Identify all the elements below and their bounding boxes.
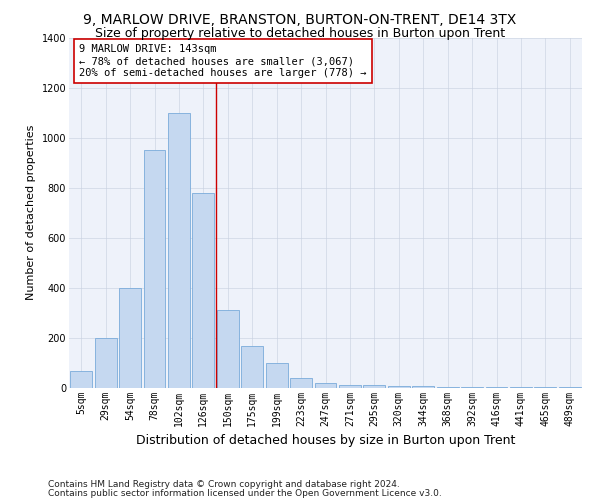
- Bar: [95, 338, 116, 388]
- Text: 9, MARLOW DRIVE, BRANSTON, BURTON-ON-TRENT, DE14 3TX: 9, MARLOW DRIVE, BRANSTON, BURTON-ON-TRE…: [83, 12, 517, 26]
- Bar: [266, 362, 287, 388]
- Bar: [412, 386, 434, 388]
- Bar: [241, 346, 263, 388]
- Bar: [339, 384, 361, 388]
- Text: 9 MARLOW DRIVE: 143sqm
← 78% of detached houses are smaller (3,067)
20% of semi-: 9 MARLOW DRIVE: 143sqm ← 78% of detached…: [79, 44, 367, 78]
- Y-axis label: Number of detached properties: Number of detached properties: [26, 125, 36, 300]
- Bar: [217, 310, 239, 388]
- Text: Contains public sector information licensed under the Open Government Licence v3: Contains public sector information licen…: [48, 488, 442, 498]
- X-axis label: Distribution of detached houses by size in Burton upon Trent: Distribution of detached houses by size …: [136, 434, 515, 447]
- Bar: [290, 378, 312, 388]
- Bar: [461, 387, 483, 388]
- Bar: [70, 371, 92, 388]
- Bar: [193, 192, 214, 388]
- Bar: [119, 288, 141, 388]
- Bar: [168, 112, 190, 388]
- Text: Contains HM Land Registry data © Crown copyright and database right 2024.: Contains HM Land Registry data © Crown c…: [48, 480, 400, 489]
- Bar: [485, 387, 508, 388]
- Bar: [143, 150, 166, 388]
- Bar: [437, 387, 458, 388]
- Bar: [314, 383, 337, 388]
- Bar: [364, 385, 385, 388]
- Bar: [388, 386, 410, 388]
- Text: Size of property relative to detached houses in Burton upon Trent: Size of property relative to detached ho…: [95, 26, 505, 40]
